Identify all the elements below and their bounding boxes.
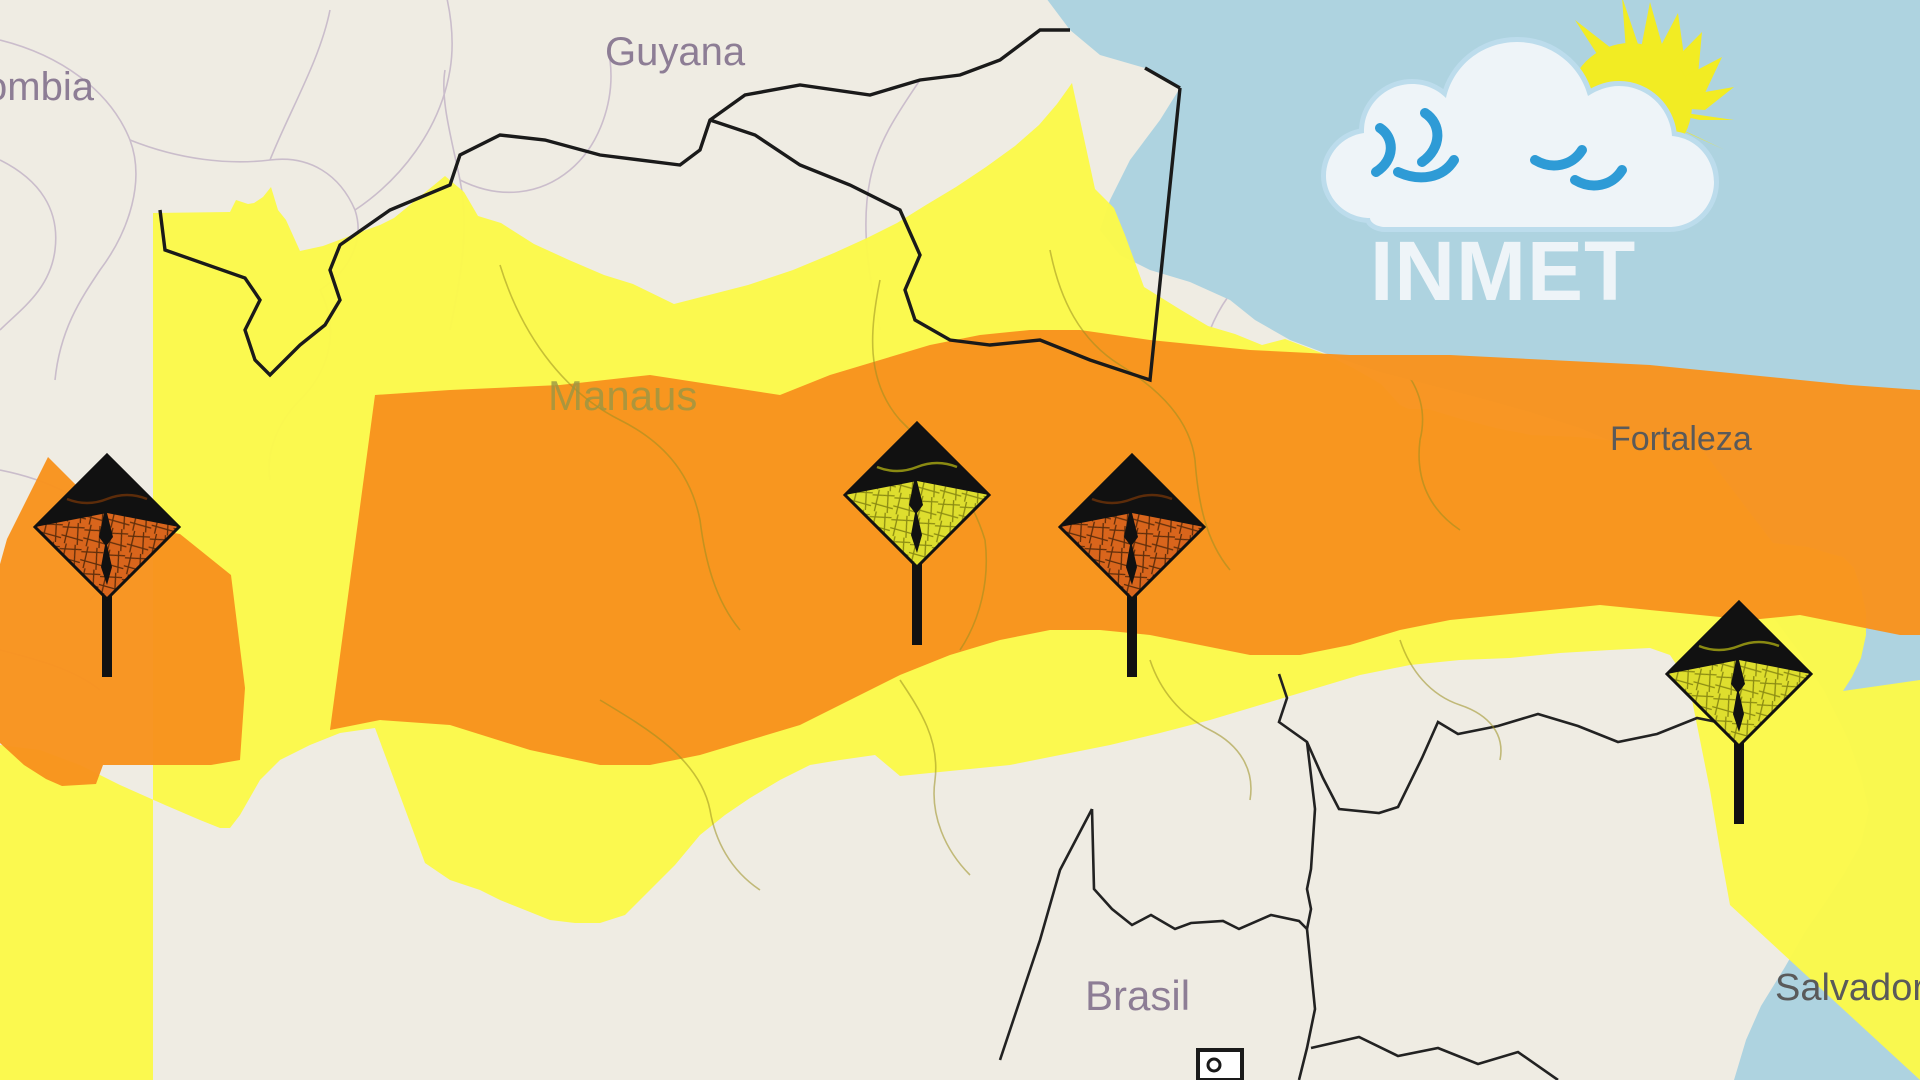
svg-text:ombia: ombia xyxy=(0,65,95,109)
svg-text:Manaus: Manaus xyxy=(548,372,697,419)
svg-text:Salvador: Salvador xyxy=(1775,967,1920,1009)
svg-text:INMET: INMET xyxy=(1370,224,1636,318)
svg-text:Brasil: Brasil xyxy=(1085,972,1190,1019)
svg-text:Fortaleza: Fortaleza xyxy=(1610,420,1752,458)
svg-text:Guyana: Guyana xyxy=(605,30,746,74)
